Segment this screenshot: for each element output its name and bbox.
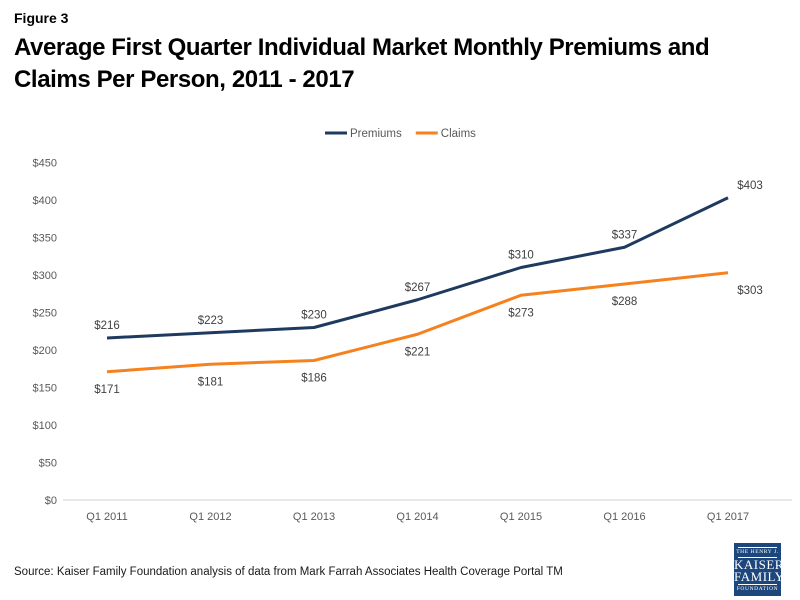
y-axis-tick: $100 <box>33 420 57 432</box>
logo-line-foundation: FOUNDATION <box>736 586 779 593</box>
kff-logo: THE HENRY J. KAISER FAMILY FOUNDATION <box>734 543 785 596</box>
y-axis-tick: $450 <box>33 158 57 170</box>
logo-rule <box>738 556 777 558</box>
data-label-premiums: $337 <box>612 229 638 241</box>
x-axis-tick: Q1 2017 <box>707 511 749 523</box>
x-axis-tick: Q1 2013 <box>293 511 335 523</box>
data-label-premiums: $216 <box>94 320 120 332</box>
data-label-claims: $303 <box>737 285 763 297</box>
logo-line-family: FAMILY <box>734 568 785 584</box>
logo-rule <box>738 547 777 548</box>
legend-label-premiums: Premiums <box>350 128 402 140</box>
logo-rule <box>738 584 777 586</box>
data-label-premiums: $223 <box>198 315 224 327</box>
x-axis-tick: Q1 2014 <box>396 511 438 523</box>
chart-svg: $0 $50 $100 $150 $200 $250 $300 $350 $400 $450 Q1 … <box>33 128 792 523</box>
x-axis-tick: Q1 2015 <box>500 511 542 523</box>
x-axis-tick: Q1 2012 <box>189 511 231 523</box>
chart-title: Average First Quarter Individual Market … <box>14 34 710 94</box>
y-axis-tick: $0 <box>45 495 57 507</box>
y-axis-tick: $350 <box>33 233 57 245</box>
data-label-premiums: $310 <box>508 250 534 262</box>
y-axis-tick: $300 <box>33 270 57 282</box>
data-label-claims: $288 <box>612 296 638 308</box>
source-note: Source: Kaiser Family Foundation analysi… <box>14 566 563 578</box>
data-label-claims: $181 <box>198 376 224 388</box>
data-label-premiums: $267 <box>405 282 431 294</box>
series-line-premiums <box>106 196 729 340</box>
y-axis-tick: $200 <box>33 345 57 357</box>
y-axis-tick: $50 <box>39 458 57 470</box>
x-axis-tick: Q1 2011 <box>86 511 127 523</box>
logo-line-henry: THE HENRY J. <box>736 549 779 555</box>
figure-number: Figure 3 <box>14 10 69 26</box>
data-label-claims: $221 <box>405 346 431 358</box>
legend-label-claims: Claims <box>441 128 476 140</box>
data-label-claims: $186 <box>301 373 327 385</box>
y-axis-tick: $400 <box>33 195 57 207</box>
data-label-claims: $171 <box>94 384 120 396</box>
data-label-premiums: $403 <box>737 180 763 192</box>
y-axis-tick: $250 <box>33 308 57 320</box>
x-axis-tick: Q1 2016 <box>603 511 645 523</box>
y-axis-tick: $150 <box>33 383 57 395</box>
series-line-claims <box>106 271 729 374</box>
data-label-premiums: $230 <box>301 310 327 322</box>
data-label-claims: $273 <box>508 307 534 319</box>
logo-line-kaiser: KAISER <box>734 556 784 572</box>
